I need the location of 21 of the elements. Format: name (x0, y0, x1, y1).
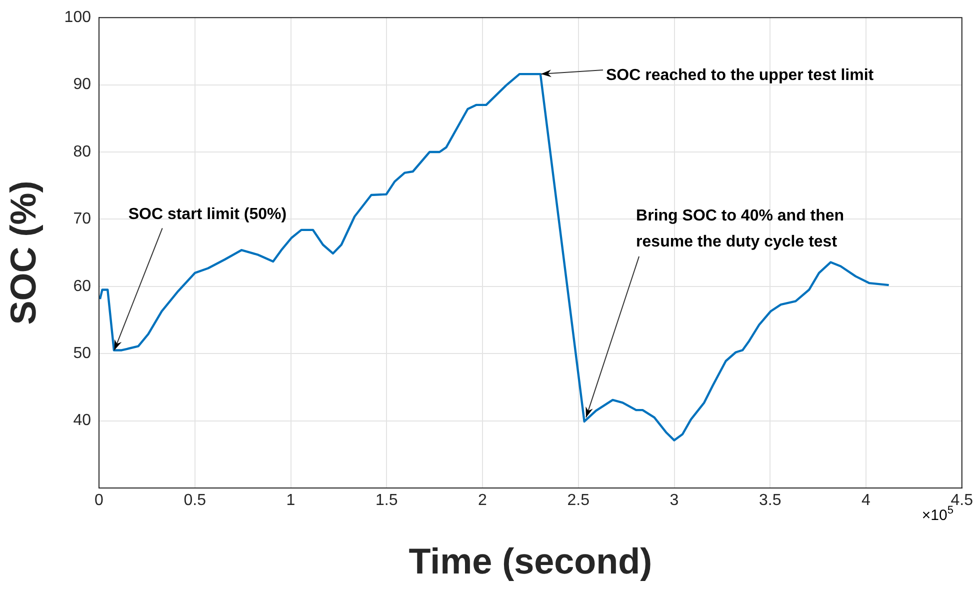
x-tick-label: 2 (478, 492, 488, 510)
annotation: SOC start limit (50%) (128, 206, 287, 224)
y-tick-label: 50 (73, 345, 92, 362)
y-tick-label: 90 (73, 76, 92, 94)
annotation: Bring SOC to 40% and then resume the duty cycle test (636, 207, 844, 250)
y-tick-label: 70 (73, 210, 92, 228)
x-tick-label: 2.5 (567, 492, 590, 510)
x-tick-label: 1.5 (376, 492, 398, 510)
y-tick-label: 100 (64, 9, 92, 26)
x-tick-label: 4 (862, 492, 871, 510)
x-tick-label: 3.5 (759, 492, 782, 510)
y-tick-label: 80 (73, 143, 92, 160)
y-axis-title: SOC (%) (2, 180, 44, 325)
x-axis-title: Time (second) (408, 540, 652, 582)
x-tick-label: 3 (670, 492, 679, 510)
annotation: SOC reached to the upper test limit (606, 67, 874, 84)
x-tick-label: 0 (94, 492, 104, 510)
x-tick-label: 1 (286, 492, 296, 510)
y-tick-label: 40 (73, 412, 92, 430)
x-tick-label: 0.5 (184, 492, 206, 510)
y-tick-label: 60 (73, 278, 92, 295)
